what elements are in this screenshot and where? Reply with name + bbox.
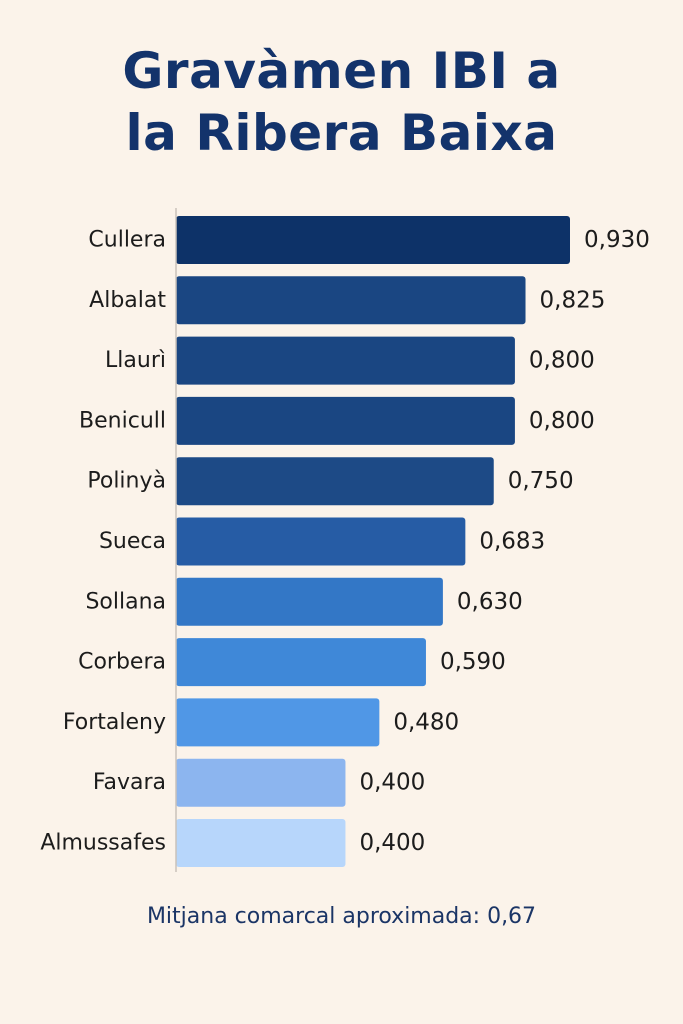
value-label: 0,590 [440,649,506,675]
value-label: 0,630 [457,589,523,615]
average-note: Mitjana comarcal aproximada: 0,67 [146,904,537,929]
category-label: Corbera [78,650,166,675]
bar [176,457,494,506]
bar [176,336,515,385]
category-label: Polinyà [87,469,166,494]
bar [176,819,346,867]
value-label: 0,800 [529,408,595,434]
value-label: 0,683 [479,529,545,555]
value-label: 0,480 [393,709,459,735]
category-label: Albalat [89,288,166,313]
category-label: Fortaleny [63,710,166,735]
value-label: 0,800 [529,348,595,374]
bar [176,216,570,264]
value-label: 0,400 [359,770,425,796]
chart-title-line-1: Gravàmen IBI a [122,42,561,100]
bar [176,276,526,325]
bar [176,517,466,566]
category-label: Almussafes [40,831,166,856]
category-label: Benicull [79,408,166,433]
value-label: 0,930 [584,227,650,253]
category-label: Sueca [99,529,166,554]
bar [176,698,380,747]
category-label: Favara [93,770,166,795]
bar [176,638,426,687]
value-label: 0,750 [508,468,574,494]
category-label: Sollana [85,589,166,614]
bar [176,758,346,807]
category-label: Llaurì [105,348,166,373]
value-label: 0,825 [540,287,606,313]
bar [176,396,515,445]
bars-layer: Cullera 0,930 Albalat 0,825 Llaurì 0,800 Benic… [40,216,650,867]
chart-title: Gravàmen IBI a la Ribera Baixa [0,40,683,164]
value-label: 0,400 [359,830,425,856]
chart-title-line-2: la Ribera Baixa [125,104,558,162]
bar [176,577,443,626]
category-label: Cullera [88,228,166,253]
